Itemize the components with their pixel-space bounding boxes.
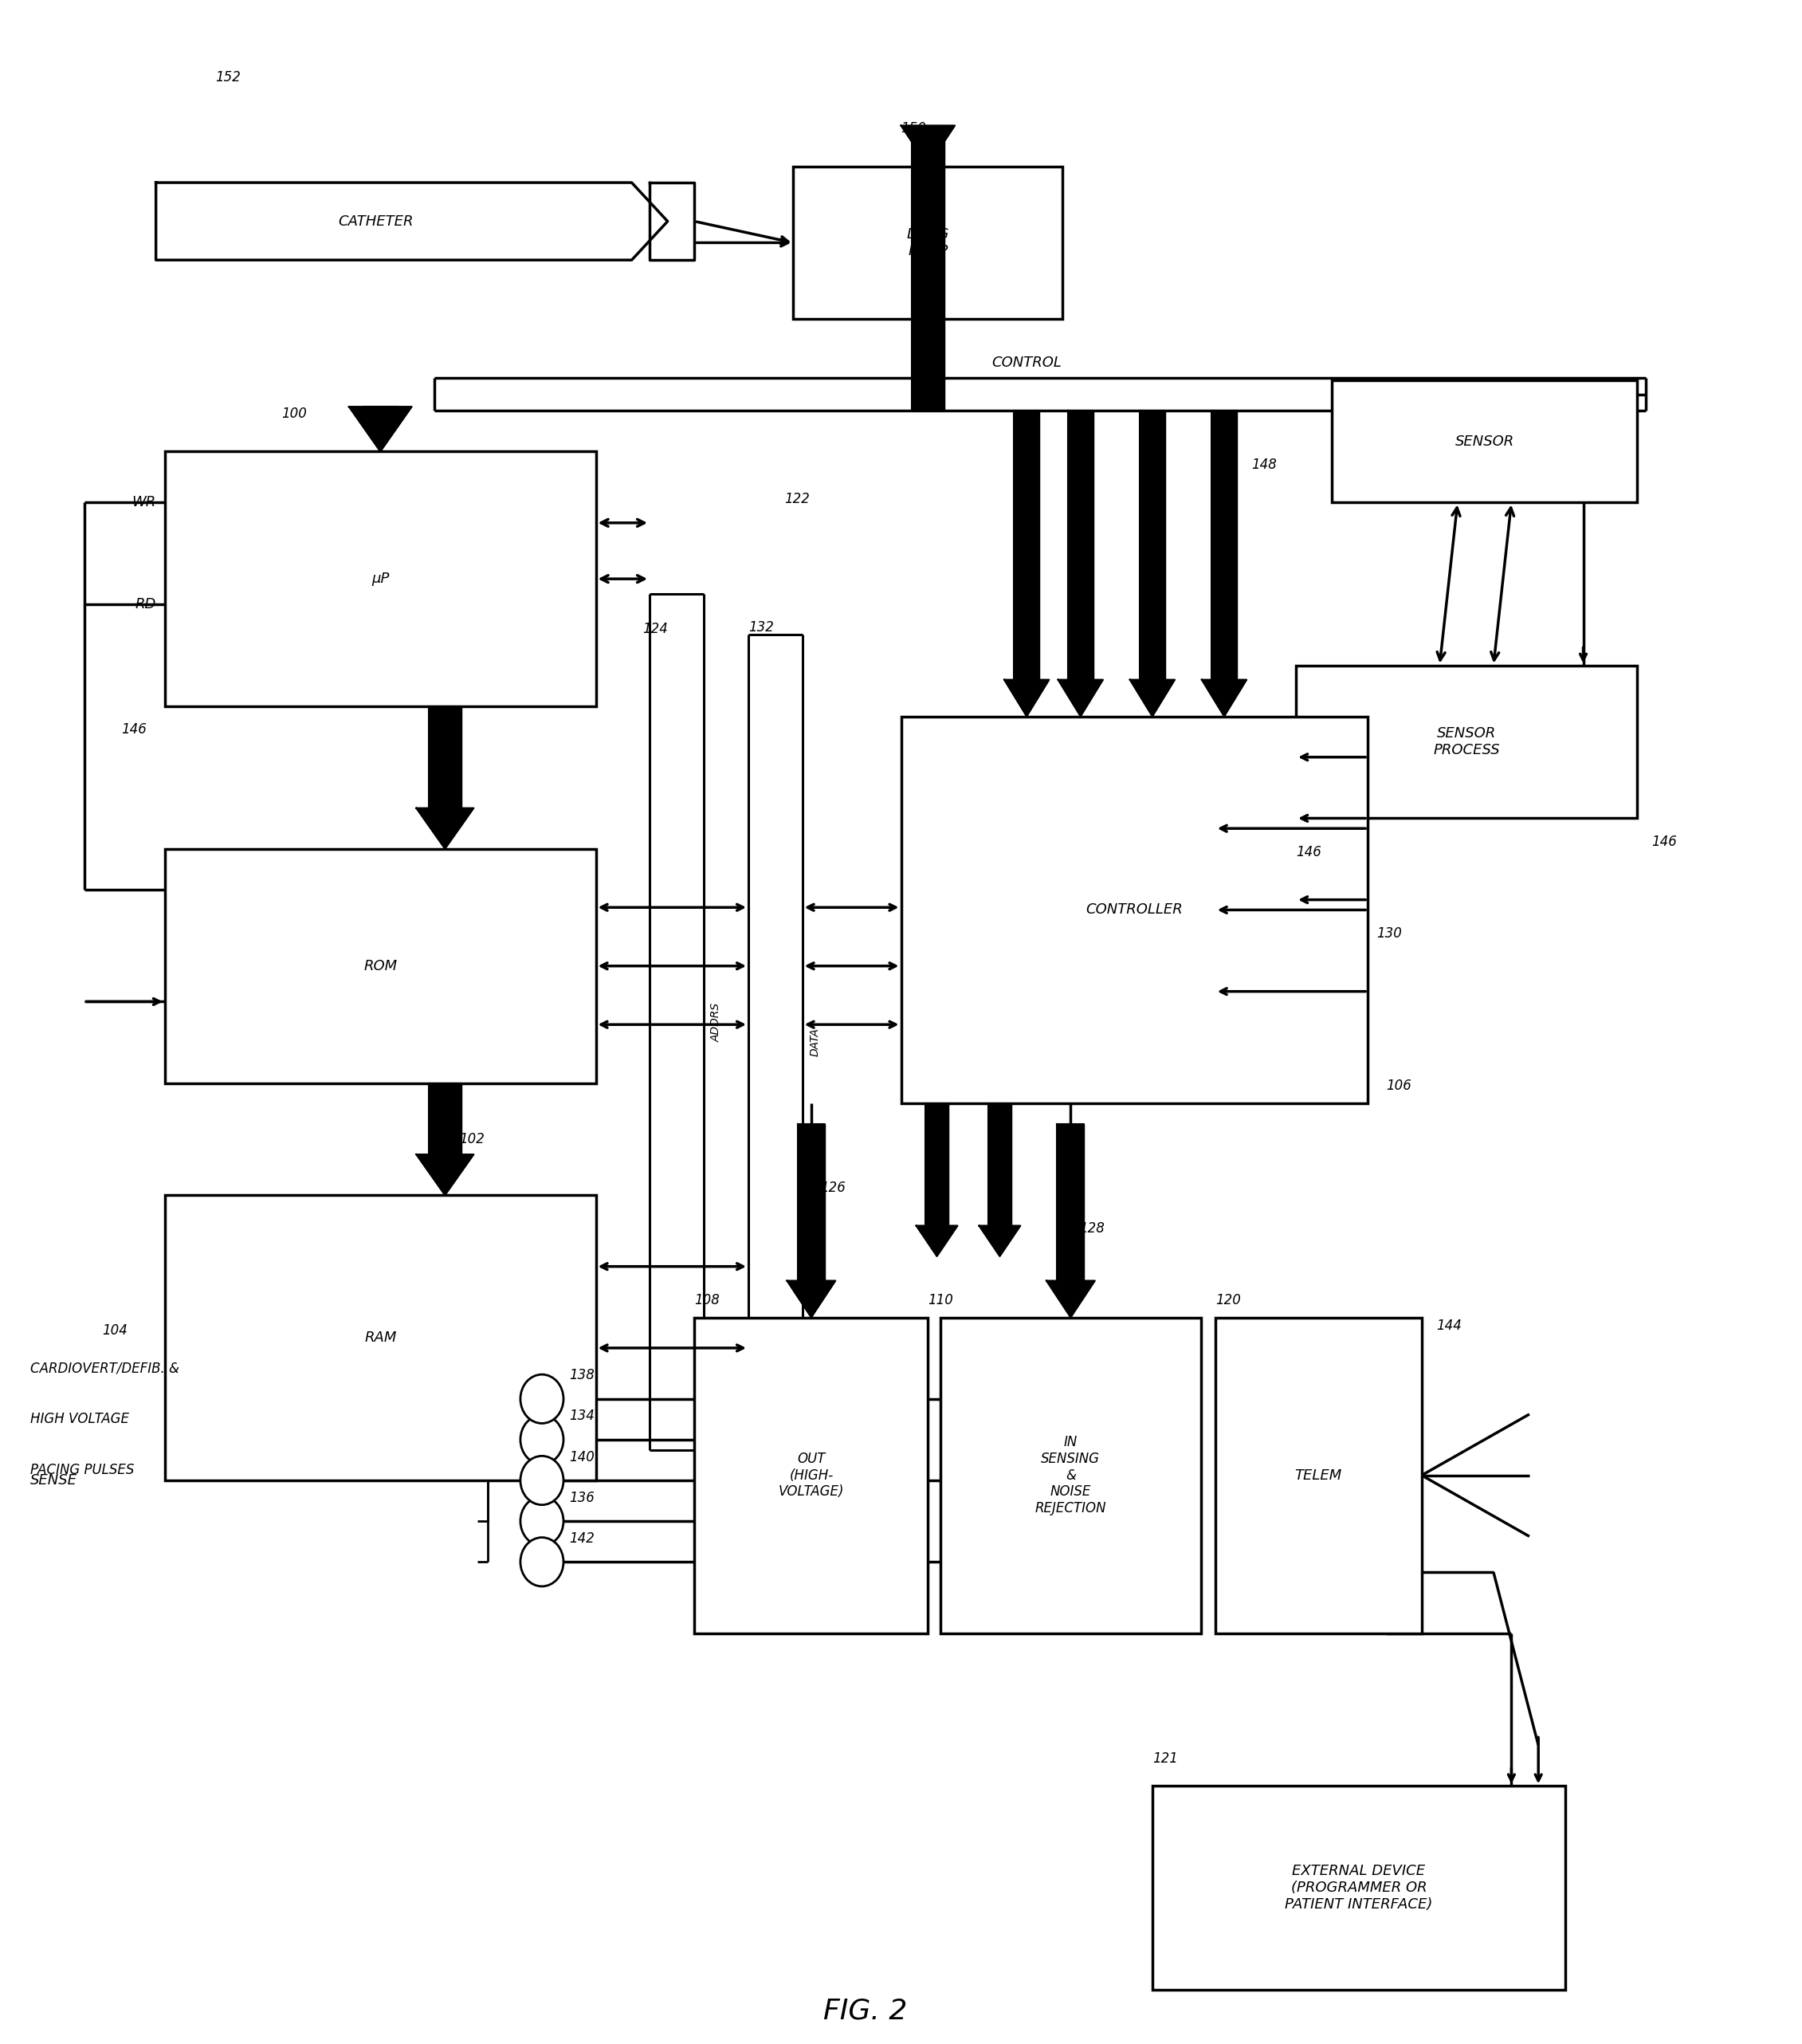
Text: 122: 122 xyxy=(784,493,809,507)
Polygon shape xyxy=(1004,681,1049,715)
FancyBboxPatch shape xyxy=(1215,1318,1422,1633)
Text: RAM: RAM xyxy=(364,1331,396,1345)
Polygon shape xyxy=(1202,681,1247,715)
Text: 108: 108 xyxy=(694,1294,721,1308)
Polygon shape xyxy=(429,707,461,807)
Text: 144: 144 xyxy=(1436,1318,1461,1333)
Polygon shape xyxy=(350,407,413,452)
Polygon shape xyxy=(416,807,474,848)
Polygon shape xyxy=(651,182,694,260)
Text: 146: 146 xyxy=(121,722,148,736)
FancyBboxPatch shape xyxy=(941,1318,1200,1633)
FancyBboxPatch shape xyxy=(1296,666,1636,818)
FancyBboxPatch shape xyxy=(1332,380,1636,503)
Text: WR: WR xyxy=(132,495,157,509)
Text: ROM: ROM xyxy=(364,959,396,973)
Polygon shape xyxy=(1015,411,1040,681)
Text: 150: 150 xyxy=(901,121,926,135)
Text: DATA: DATA xyxy=(809,1028,820,1057)
Polygon shape xyxy=(987,1104,1011,1226)
FancyBboxPatch shape xyxy=(166,848,596,1083)
Text: 100: 100 xyxy=(281,407,306,421)
Text: 148: 148 xyxy=(1251,458,1276,472)
Polygon shape xyxy=(1058,681,1103,715)
Text: CARDIOVERT/DEFIB. &: CARDIOVERT/DEFIB. & xyxy=(31,1361,178,1376)
Polygon shape xyxy=(901,125,955,166)
Text: 120: 120 xyxy=(1215,1294,1240,1308)
Text: EXTERNAL DEVICE
(PROGRAMMER OR
PATIENT INTERFACE): EXTERNAL DEVICE (PROGRAMMER OR PATIENT I… xyxy=(1285,1864,1433,1911)
Text: FIG. 2: FIG. 2 xyxy=(824,1997,906,2024)
Circle shape xyxy=(521,1374,564,1423)
FancyBboxPatch shape xyxy=(793,166,1063,319)
Text: 121: 121 xyxy=(1151,1752,1179,1766)
Polygon shape xyxy=(157,182,667,260)
Text: 132: 132 xyxy=(748,621,773,636)
Polygon shape xyxy=(915,1226,957,1257)
Polygon shape xyxy=(416,1155,474,1196)
Text: DRUG
PUMP: DRUG PUMP xyxy=(906,227,950,258)
Polygon shape xyxy=(787,1282,836,1318)
Text: ADDRS: ADDRS xyxy=(710,1002,723,1042)
Text: CONTROLLER: CONTROLLER xyxy=(1087,903,1182,918)
Text: 146: 146 xyxy=(1651,834,1678,848)
FancyBboxPatch shape xyxy=(1151,1786,1566,1989)
Polygon shape xyxy=(1047,1282,1096,1318)
Text: OUT
(HIGH-
VOLTAGE): OUT (HIGH- VOLTAGE) xyxy=(778,1451,843,1498)
Text: 138: 138 xyxy=(569,1367,595,1382)
Polygon shape xyxy=(1130,681,1175,715)
FancyBboxPatch shape xyxy=(694,1318,928,1633)
Text: CONTROL: CONTROL xyxy=(991,356,1061,370)
Text: μP: μP xyxy=(371,572,389,587)
Circle shape xyxy=(521,1455,564,1504)
Text: 124: 124 xyxy=(642,621,667,636)
Text: 152: 152 xyxy=(214,69,241,84)
Text: SENSE: SENSE xyxy=(31,1474,77,1488)
Polygon shape xyxy=(1141,411,1164,681)
Text: SENSOR
PROCESS: SENSOR PROCESS xyxy=(1433,726,1499,758)
Text: 106: 106 xyxy=(1386,1079,1411,1094)
Text: 140: 140 xyxy=(569,1449,595,1464)
Text: PACING PULSES: PACING PULSES xyxy=(31,1464,133,1478)
Text: 130: 130 xyxy=(1377,926,1402,940)
Polygon shape xyxy=(798,1124,825,1282)
Text: TELEM: TELEM xyxy=(1296,1468,1342,1482)
Text: 136: 136 xyxy=(569,1490,595,1504)
Text: 126: 126 xyxy=(820,1181,845,1196)
Polygon shape xyxy=(362,407,398,411)
FancyBboxPatch shape xyxy=(901,715,1368,1104)
Polygon shape xyxy=(1069,411,1094,681)
Text: 104: 104 xyxy=(103,1322,128,1337)
FancyBboxPatch shape xyxy=(166,1196,596,1480)
Text: 146: 146 xyxy=(1296,844,1321,858)
Text: IN
SENSING
&
NOISE
REJECTION: IN SENSING & NOISE REJECTION xyxy=(1034,1435,1106,1517)
Polygon shape xyxy=(1058,1124,1085,1282)
Circle shape xyxy=(521,1414,564,1464)
Text: 142: 142 xyxy=(569,1531,595,1545)
Text: SENSOR: SENSOR xyxy=(1454,433,1514,448)
Text: CATHETER: CATHETER xyxy=(339,215,413,229)
Polygon shape xyxy=(924,1104,948,1226)
Circle shape xyxy=(521,1537,564,1586)
FancyBboxPatch shape xyxy=(166,452,596,707)
Text: HIGH VOLTAGE: HIGH VOLTAGE xyxy=(31,1412,130,1427)
Text: 102: 102 xyxy=(460,1132,485,1147)
Polygon shape xyxy=(429,1083,461,1155)
Text: 128: 128 xyxy=(1079,1222,1105,1237)
Polygon shape xyxy=(1211,411,1236,681)
Polygon shape xyxy=(912,125,944,411)
Polygon shape xyxy=(978,1226,1020,1257)
Circle shape xyxy=(521,1496,564,1545)
Text: 134: 134 xyxy=(569,1408,595,1423)
Text: 110: 110 xyxy=(928,1294,953,1308)
Text: RD: RD xyxy=(135,597,157,611)
